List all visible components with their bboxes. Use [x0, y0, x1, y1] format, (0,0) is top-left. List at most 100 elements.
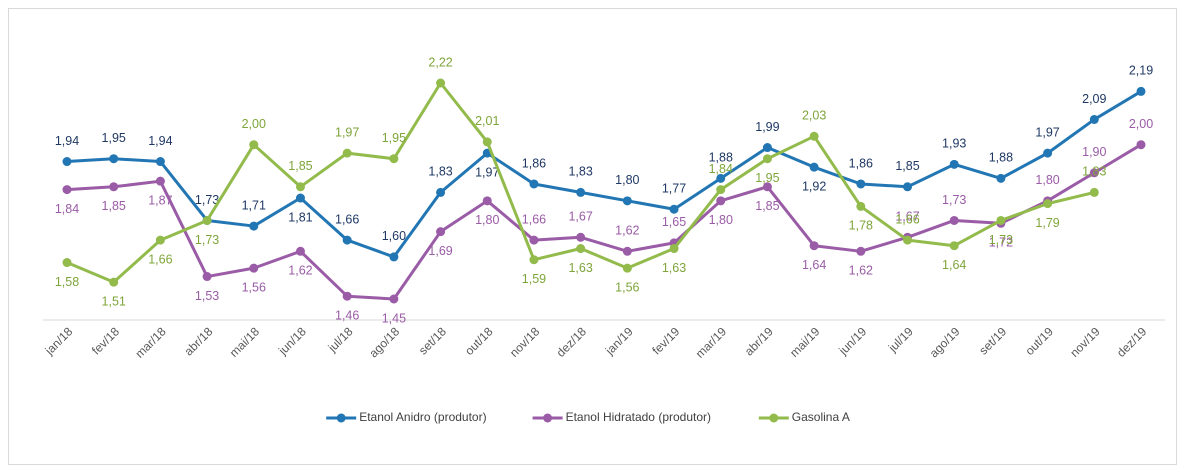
data-point [389, 294, 399, 304]
data-point [996, 173, 1006, 183]
data-label: 1,80 [709, 213, 733, 227]
data-point [716, 173, 726, 183]
data-point [62, 258, 72, 268]
data-label: 1,66 [335, 212, 359, 226]
data-label: 1,62 [615, 224, 639, 238]
data-label: 2,00 [242, 117, 266, 131]
series-line [66, 143, 1142, 301]
data-label: 1,60 [382, 229, 406, 243]
data-label: 1,59 [522, 272, 546, 286]
data-label: 1,97 [1035, 125, 1059, 139]
data-label: 1,67 [895, 210, 919, 224]
data-point [1089, 114, 1099, 124]
data-point [903, 182, 913, 192]
data-point [202, 272, 212, 282]
data-label: 1,80 [475, 213, 499, 227]
data-label: 1,64 [802, 258, 826, 272]
data-label: 1,88 [989, 151, 1013, 165]
data-point [249, 221, 259, 231]
data-point [809, 131, 819, 141]
legend-label: Gasolina A [792, 410, 850, 424]
data-label: 1,87 [148, 193, 172, 207]
data-label: 1,69 [428, 244, 452, 258]
data-point [856, 179, 866, 189]
data-label: 2,22 [428, 55, 452, 69]
data-point [996, 215, 1006, 225]
data-label: 1,83 [428, 165, 452, 179]
data-point [622, 246, 632, 256]
data-label: 1,90 [1082, 145, 1106, 159]
data-point [529, 235, 539, 245]
data-label: 1,58 [55, 275, 79, 289]
data-label: 1,66 [148, 252, 172, 266]
data-point [482, 137, 492, 147]
data-point [1136, 140, 1146, 150]
data-point [155, 176, 165, 186]
data-label: 1,56 [615, 280, 639, 294]
data-label: 1,73 [989, 233, 1013, 247]
data-label: 2,19 [1129, 64, 1153, 78]
data-label: 1,93 [942, 137, 966, 151]
data-point [669, 244, 679, 254]
data-label: 1,97 [335, 125, 359, 139]
data-point [295, 246, 305, 256]
series-line [66, 90, 1142, 259]
data-point [202, 215, 212, 225]
data-point [576, 244, 586, 254]
data-label: 1,56 [242, 280, 266, 294]
data-label: 1,85 [895, 159, 919, 173]
data-point [762, 143, 772, 153]
data-point [809, 241, 819, 251]
data-label: 1,45 [382, 311, 406, 325]
legend-marker [543, 413, 553, 423]
data-point [529, 179, 539, 189]
data-point [295, 193, 305, 203]
data-label: 1,67 [568, 210, 592, 224]
data-point [155, 235, 165, 245]
data-label: 1,80 [615, 173, 639, 187]
data-point [389, 154, 399, 164]
data-label: 1,78 [849, 219, 873, 233]
data-point [716, 196, 726, 206]
data-label: 1,73 [942, 193, 966, 207]
data-label: 1,95 [755, 171, 779, 185]
data-label: 1,85 [102, 199, 126, 213]
data-point [576, 232, 586, 242]
data-point [342, 291, 352, 301]
data-point [529, 255, 539, 265]
legend-label: Etanol Anidro (produtor) [359, 410, 486, 424]
data-label: 1,99 [755, 120, 779, 134]
data-label: 1,65 [662, 215, 686, 229]
data-point [342, 235, 352, 245]
data-label: 1,77 [662, 182, 686, 196]
data-point [436, 227, 446, 237]
data-label: 1,85 [288, 159, 312, 173]
data-label: 1,83 [1082, 165, 1106, 179]
data-point [949, 241, 959, 251]
data-point [109, 277, 119, 287]
data-label: 1,79 [1035, 216, 1059, 230]
legend-marker [336, 413, 346, 423]
data-label: 1,46 [335, 308, 359, 322]
data-label: 1,84 [709, 162, 733, 176]
data-point [155, 157, 165, 167]
data-label: 1,95 [102, 131, 126, 145]
data-label: 1,73 [195, 233, 219, 247]
data-point [436, 78, 446, 88]
data-point [1043, 199, 1053, 209]
data-point [342, 148, 352, 158]
legend-marker [769, 413, 779, 423]
data-point [249, 140, 259, 150]
data-label: 1,62 [849, 264, 873, 278]
data-point [716, 185, 726, 195]
data-label: 1,84 [55, 202, 79, 216]
data-point [482, 196, 492, 206]
data-point [436, 187, 446, 197]
data-point [1089, 168, 1099, 178]
data-label: 2,03 [802, 109, 826, 123]
data-label: 1,51 [102, 294, 126, 308]
data-label: 1,97 [475, 165, 499, 179]
data-label: 2,00 [1129, 117, 1153, 131]
data-label: 1,83 [568, 165, 592, 179]
chart-frame [8, 8, 1177, 465]
